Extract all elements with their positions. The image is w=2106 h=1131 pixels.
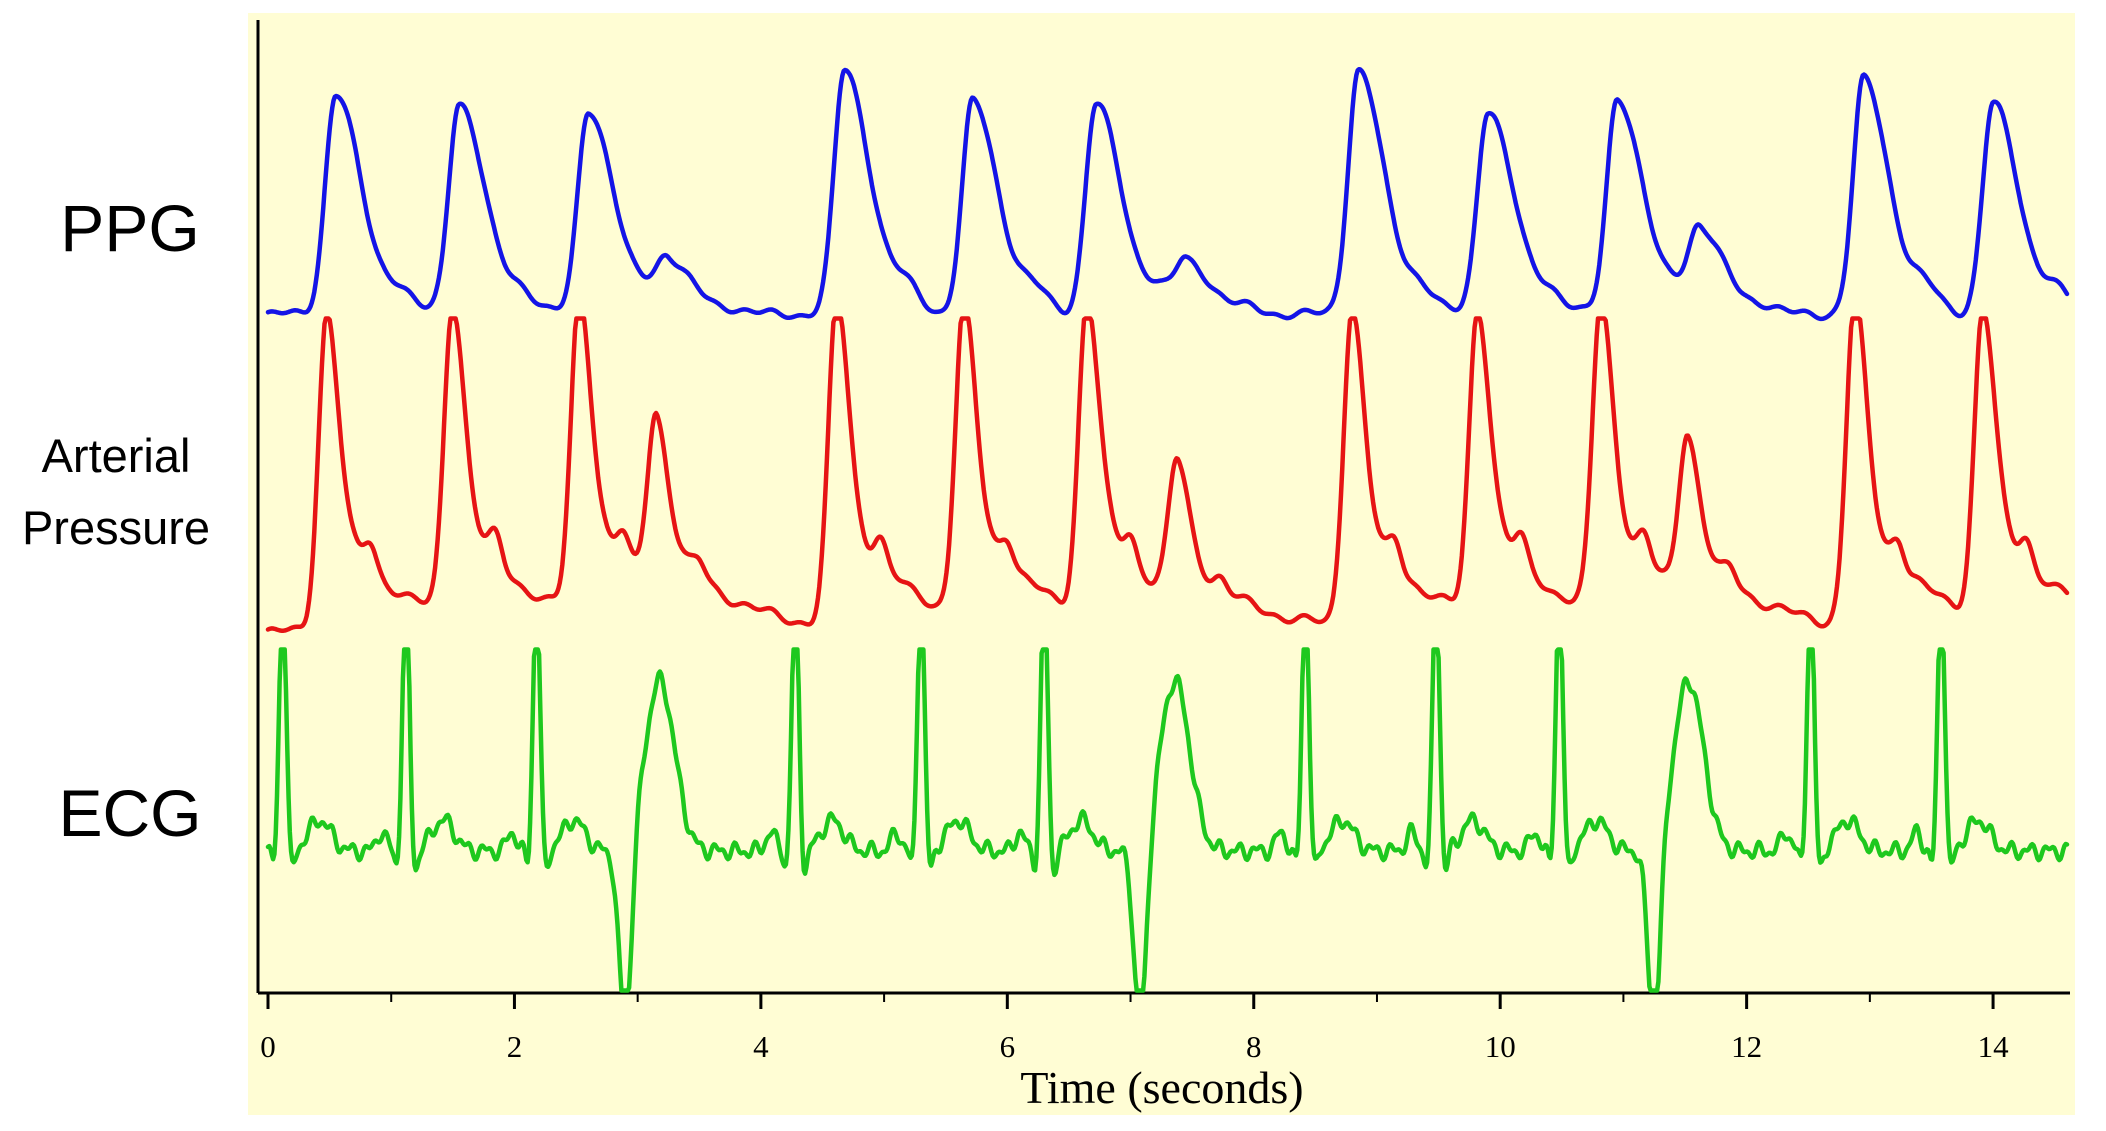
- x-axis-label: Time (seconds): [1020, 1062, 1303, 1113]
- ppg-beat-peak: [456, 99, 462, 105]
- arterial-pressure-beat-peak: [1349, 325, 1355, 331]
- x-tick-label: 0: [260, 1029, 276, 1064]
- arterial-pressure-beat-peak: [961, 334, 967, 340]
- ppg-beat-peak: [1485, 106, 1491, 112]
- arterial-pressure-beat-peak: [1174, 499, 1180, 505]
- arterial-label-line-1: Arterial: [41, 429, 191, 482]
- arterial-pressure-beat-peak: [653, 461, 659, 467]
- ppg-trace-line: [265, 66, 2070, 322]
- ppg-beat-peak: [1861, 77, 1867, 83]
- ecg-label-text: ECG: [58, 776, 202, 850]
- ppg-beat-peak: [1990, 101, 1996, 107]
- ppg-beat-peak: [1355, 67, 1361, 73]
- x-tick-label: 12: [1731, 1029, 1762, 1064]
- arterial-pressure-beat-peak: [1475, 337, 1481, 343]
- x-tick-label: 14: [1978, 1029, 2010, 1064]
- arterial-pressure-beat-peak: [1980, 337, 1986, 343]
- x-tick-label: 6: [1000, 1029, 1016, 1064]
- ppg-trace-label: PPG: [30, 190, 230, 266]
- ppg-beat-peak: [665, 262, 671, 268]
- ppg-label-text: PPG: [60, 191, 200, 265]
- arterial-label-line-2: Pressure: [21, 501, 211, 554]
- arterial-pressure-beat-peak: [324, 325, 330, 331]
- ppg-beat-peak: [1614, 94, 1620, 100]
- arterial-pressure-beat-peak: [577, 325, 583, 331]
- x-tick-label: 4: [753, 1029, 769, 1064]
- x-tick-label: 2: [507, 1029, 523, 1064]
- ppg-beat-peak: [333, 91, 339, 97]
- x-tick-label: 8: [1246, 1029, 1262, 1064]
- arterial-pressure-beat-peak: [1084, 331, 1090, 337]
- arterial-pressure-beat-peak: [834, 319, 840, 325]
- arterial-pressure-trace-label: Arterial Pressure: [0, 420, 232, 564]
- arterial-pressure-beat-peak: [1598, 331, 1604, 337]
- arterial-pressure-beat-peak: [1684, 474, 1690, 480]
- arterial-pressure-beat-peak: [1852, 319, 1858, 325]
- arterial-pressure-trace-line: [265, 316, 2070, 634]
- arterial-pressure-beat-peak: [450, 331, 456, 337]
- ppg-beat-peak: [1183, 260, 1189, 266]
- ppg-beat-peak: [842, 67, 848, 73]
- ecg-trace-label: ECG: [30, 775, 230, 851]
- ppg-beat-peak: [970, 99, 976, 105]
- ppg-beat-peak: [1093, 101, 1099, 107]
- ppg-beat-peak: [585, 106, 591, 112]
- ppg-beat-peak: [1697, 231, 1703, 237]
- ecg-trace-line: [265, 647, 2070, 993]
- x-tick-label: 10: [1485, 1029, 1516, 1064]
